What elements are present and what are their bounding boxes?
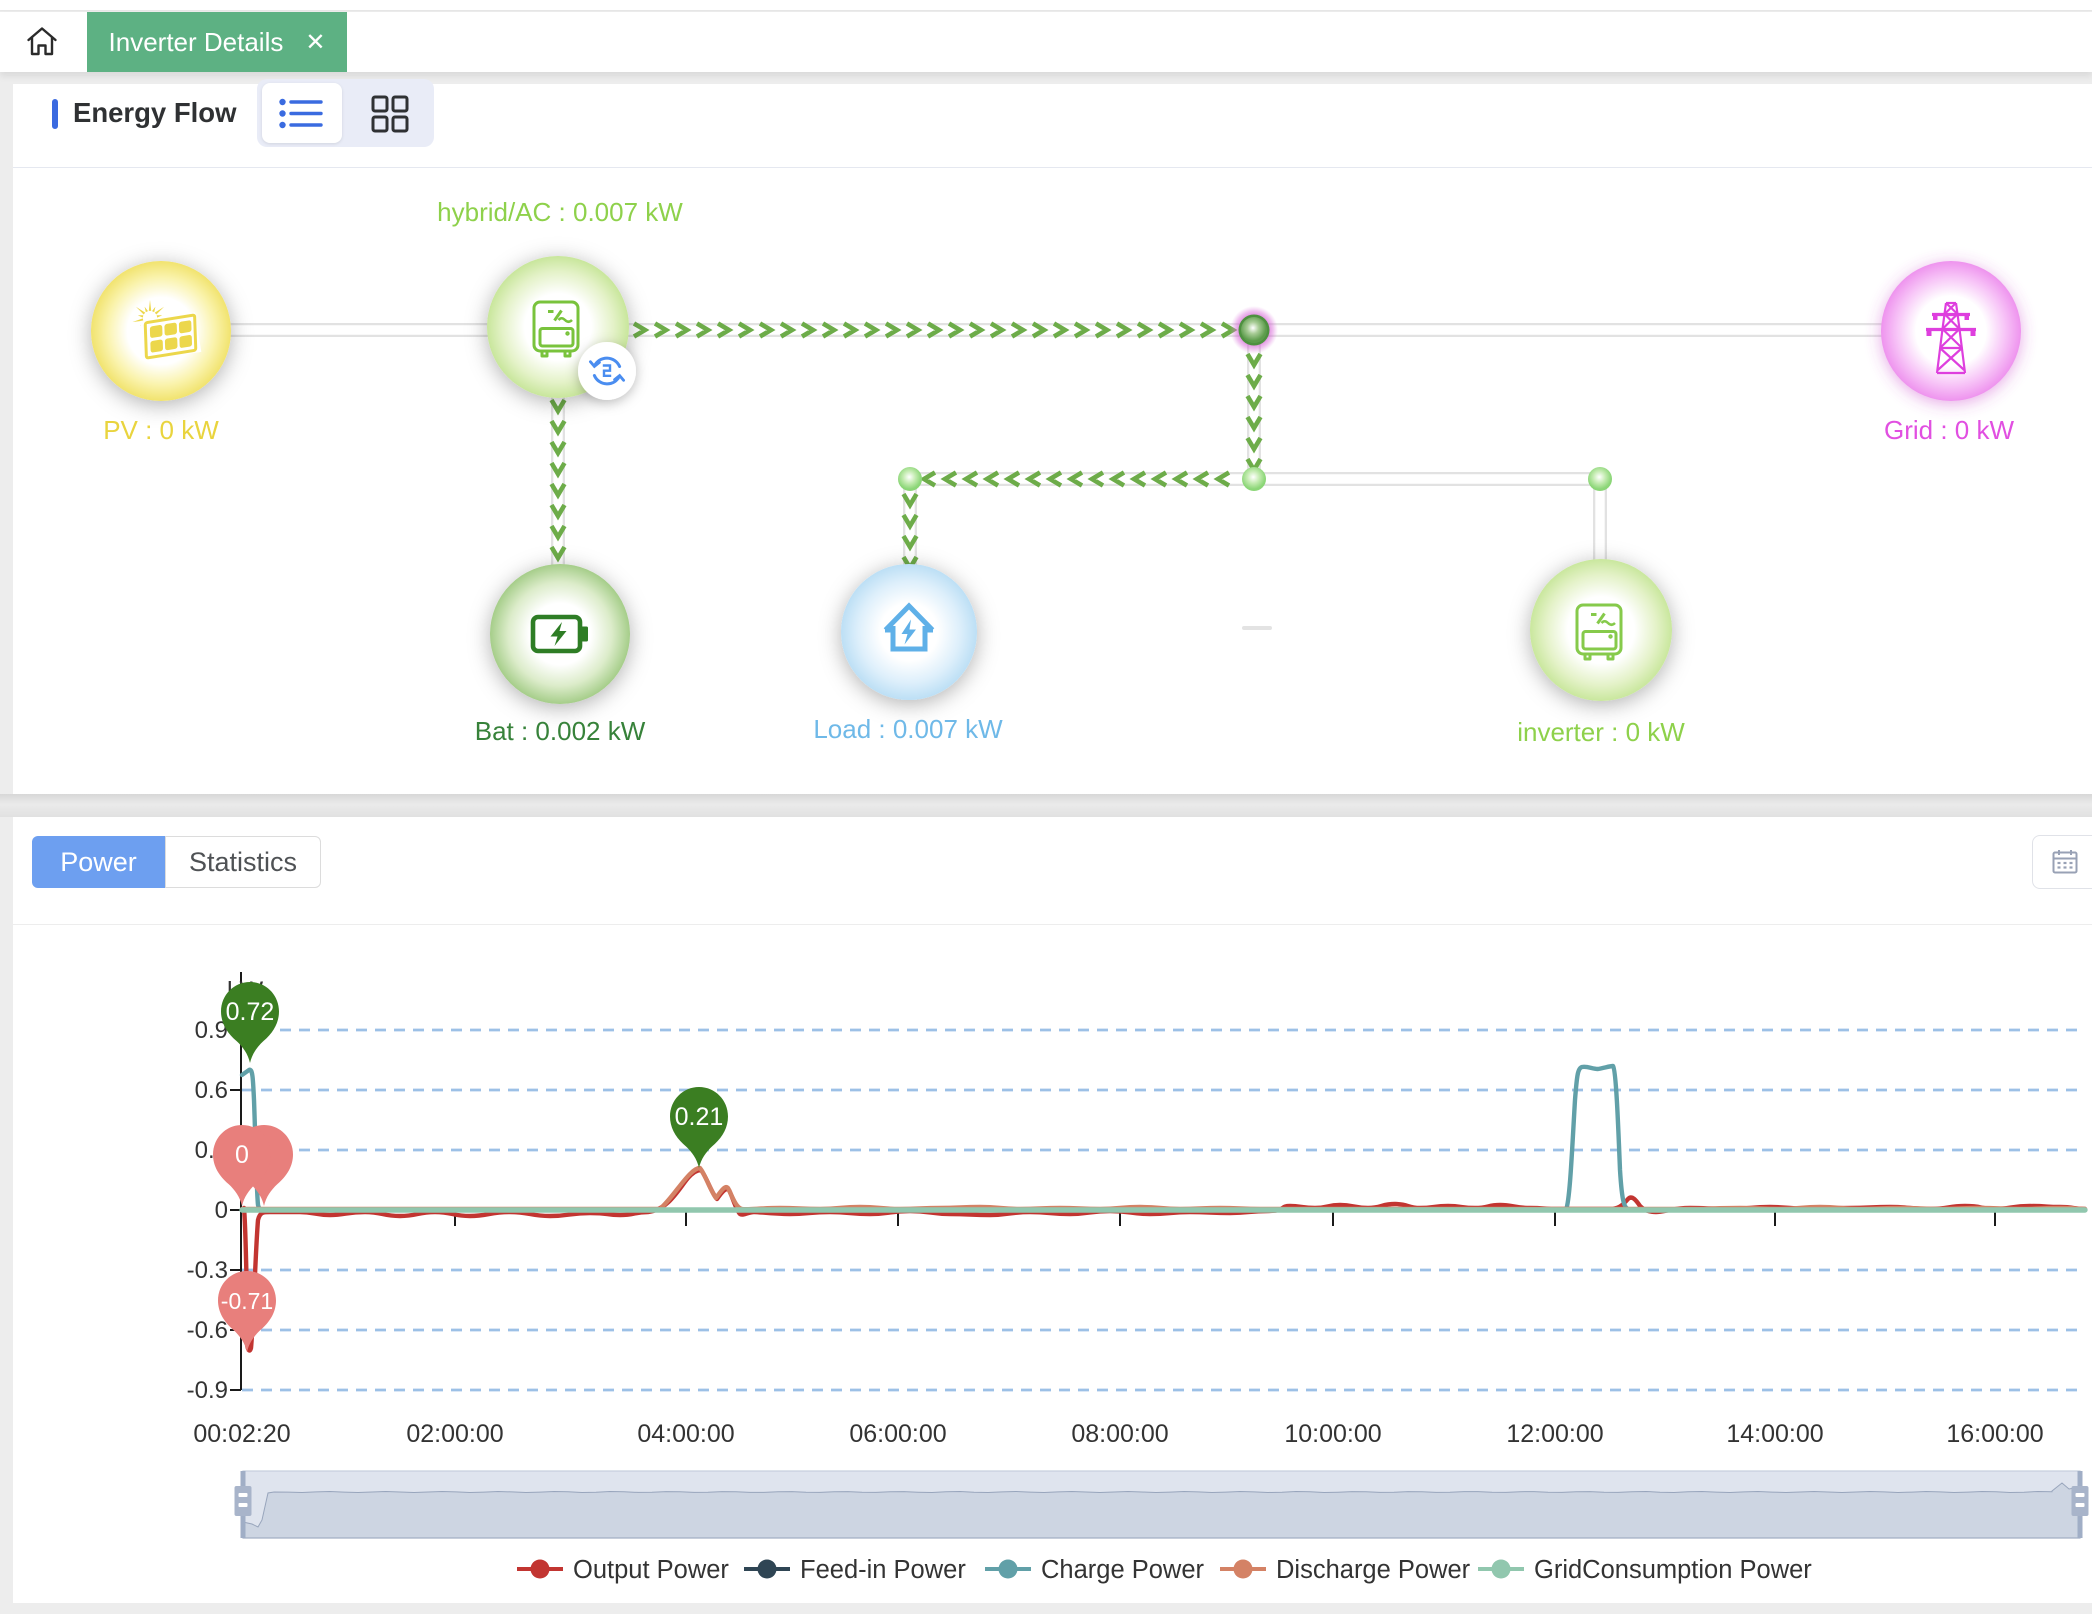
svg-text:0.21: 0.21 bbox=[675, 1103, 724, 1131]
svg-text:Bat : 0.002 kW: Bat : 0.002 kW bbox=[475, 716, 646, 746]
svg-text:GridConsumption Power: GridConsumption Power bbox=[1534, 1556, 1812, 1584]
svg-text:hybrid/AC : 0.007 kW: hybrid/AC : 0.007 kW bbox=[437, 197, 683, 227]
svg-text:04:00:00: 04:00:00 bbox=[637, 1420, 734, 1448]
svg-text:PV : 0 kW: PV : 0 kW bbox=[103, 415, 219, 445]
svg-text:-0.71: -0.71 bbox=[221, 1288, 273, 1314]
svg-text:Load : 0.007 kW: Load : 0.007 kW bbox=[813, 714, 1003, 744]
svg-text:Discharge Power: Discharge Power bbox=[1276, 1556, 1471, 1584]
svg-text:12:00:00: 12:00:00 bbox=[1506, 1420, 1603, 1448]
svg-text:inverter : 0 kW: inverter : 0 kW bbox=[1517, 717, 1685, 747]
svg-text:00:02:20: 00:02:20 bbox=[193, 1420, 290, 1448]
svg-text:08:00:00: 08:00:00 bbox=[1071, 1420, 1168, 1448]
svg-text:0: 0 bbox=[235, 1141, 249, 1169]
svg-text:10:00:00: 10:00:00 bbox=[1284, 1420, 1381, 1448]
svg-text:02:00:00: 02:00:00 bbox=[406, 1420, 503, 1448]
svg-text:06:00:00: 06:00:00 bbox=[849, 1420, 946, 1448]
svg-text:-0.6: -0.6 bbox=[187, 1317, 228, 1344]
svg-text:14:00:00: 14:00:00 bbox=[1726, 1420, 1823, 1448]
svg-text:0: 0 bbox=[215, 1197, 228, 1224]
svg-text:Output Power: Output Power bbox=[573, 1556, 729, 1584]
svg-text:0.72: 0.72 bbox=[226, 998, 275, 1026]
svg-text:0.9: 0.9 bbox=[195, 1017, 228, 1044]
svg-text:-0.9: -0.9 bbox=[187, 1377, 228, 1404]
svg-text:Feed-in Power: Feed-in Power bbox=[800, 1556, 966, 1584]
svg-text:16:00:00: 16:00:00 bbox=[1946, 1420, 2043, 1448]
svg-text:0.6: 0.6 bbox=[195, 1077, 228, 1104]
svg-text:Charge Power: Charge Power bbox=[1041, 1556, 1205, 1584]
svg-text:Grid : 0 kW: Grid : 0 kW bbox=[1884, 415, 2014, 445]
svg-text:-0.3: -0.3 bbox=[187, 1257, 228, 1284]
